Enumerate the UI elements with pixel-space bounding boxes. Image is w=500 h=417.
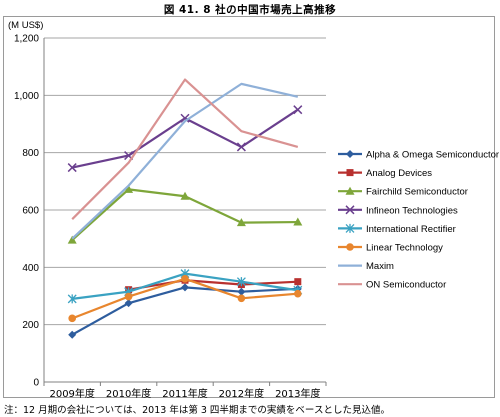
- data-point-international-rectifier: [236, 277, 246, 287]
- y-tick-label: 200: [22, 320, 39, 331]
- data-point-alpha-omega-semiconductor: [181, 283, 189, 292]
- data-point-fairchild-semiconductor: [293, 217, 303, 226]
- x-tick-label: 2011年度: [162, 387, 207, 400]
- chart-frame: [3, 16, 495, 398]
- y-tick-label: 400: [22, 263, 39, 274]
- data-point-infineon-technologies: [236, 142, 246, 152]
- legend-label: Analog Devices: [366, 168, 432, 179]
- footnote: 注：12 月期の会社については、2013 年は第 3 四半期までの実績をベースと…: [4, 405, 390, 416]
- legend-label: Maxim: [366, 261, 394, 272]
- data-point-linear-technology: [181, 275, 189, 283]
- x-tick-label: 2010年度: [106, 387, 151, 400]
- data-point-linear-technology: [124, 292, 133, 301]
- series-line-maxim: [71, 82, 299, 240]
- data-point-fairchild-semiconductor: [180, 191, 190, 200]
- series-line-analog-devices: [128, 279, 298, 291]
- legend-marker: [346, 243, 354, 251]
- data-point-analog-devices: [294, 278, 302, 286]
- y-tick-label: 1,200: [14, 34, 39, 45]
- legend-label: Alpha & Omega Semiconductor: [366, 150, 499, 161]
- figure-title: 図 41. 8 社の中国市場売上高推移: [163, 4, 337, 16]
- data-point-fairchild-semiconductor: [67, 235, 77, 244]
- data-point-alpha-omega-semiconductor: [68, 330, 77, 339]
- legend-marker: [346, 169, 354, 177]
- y-tick-label: 0: [33, 378, 39, 389]
- legend-label: Fairchild Semiconductor: [366, 187, 468, 198]
- legend-label: International Rectifier: [366, 224, 456, 235]
- data-point-fairchild-semiconductor: [236, 218, 246, 227]
- data-point-alpha-omega-semiconductor: [124, 299, 133, 308]
- data-point-linear-technology: [68, 314, 76, 323]
- data-point-alpha-omega-semiconductor: [237, 287, 246, 296]
- y-tick-label: 1,000: [14, 91, 39, 102]
- data-point-infineon-technologies: [67, 163, 77, 173]
- data-point-linear-technology: [294, 289, 302, 298]
- x-tick-label: 2009年度: [49, 387, 94, 400]
- series-line-on-semiconductor: [71, 78, 299, 220]
- y-tick-label: 600: [22, 206, 39, 217]
- legend-label: Linear Technology: [366, 243, 443, 254]
- legend-marker: [346, 150, 354, 158]
- data-point-infineon-technologies: [293, 105, 303, 115]
- y-tick-label: 800: [22, 148, 39, 159]
- data-point-international-rectifier: [67, 294, 77, 304]
- data-point-infineon-technologies: [180, 113, 190, 123]
- x-tick-label: 2012年度: [219, 387, 264, 400]
- legend-label: Infineon Technologies: [366, 205, 458, 216]
- y-axis-unit: (M US$): [8, 20, 43, 31]
- legend-marker: [345, 186, 355, 195]
- data-point-linear-technology: [237, 294, 246, 303]
- data-point-fairchild-semiconductor: [124, 184, 134, 193]
- x-tick-label: 2013年度: [275, 387, 320, 400]
- legend-label: ON Semiconductor: [366, 280, 446, 291]
- legend-marker: [345, 205, 355, 215]
- legend-marker: [345, 223, 355, 233]
